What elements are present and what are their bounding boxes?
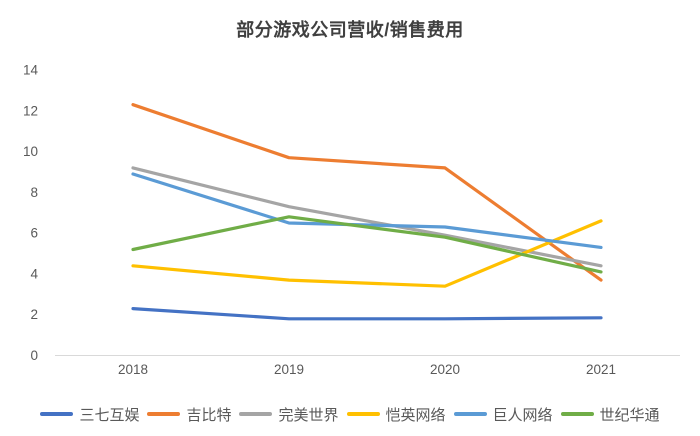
- chart-legend: 三七互娱 吉比特 完美世界 恺英网络 巨人网络 世纪华通: [0, 402, 700, 426]
- legend-item-shijihuatong: 世纪华通: [560, 404, 660, 425]
- legend-item-jibite: 吉比特: [147, 404, 231, 425]
- legend-label: 完美世界: [278, 406, 339, 424]
- y-axis-tick-label: 2: [30, 307, 38, 322]
- series-color-swatch: [560, 412, 594, 416]
- x-axis-tick-label: 2021: [586, 362, 616, 377]
- legend-label: 吉比特: [186, 406, 232, 424]
- y-axis-tick-label: 14: [23, 63, 39, 78]
- y-axis-tick-label: 4: [30, 266, 38, 281]
- legend-label: 巨人网络: [492, 406, 553, 424]
- series-color-swatch: [40, 412, 74, 416]
- x-axis-tick-label: 2018: [118, 362, 148, 377]
- x-axis-tick-label: 2019: [274, 362, 304, 377]
- series-line-三七互娱: [131, 307, 603, 321]
- x-axis-tick-label: 2020: [430, 362, 460, 377]
- series-color-swatch: [239, 412, 273, 416]
- series-line-世纪华通: [131, 215, 603, 274]
- legend-item-sanqihuyu: 三七互娱: [40, 404, 139, 425]
- series-color-swatch: [346, 412, 380, 416]
- legend-item-wanmeishijie: 完美世界: [239, 404, 339, 425]
- y-axis-tick-label: 6: [30, 226, 38, 241]
- series-line-巨人网络: [131, 172, 603, 249]
- chart-title: 部分游戏公司营收/销售费用: [236, 20, 464, 40]
- series-line-完美世界: [131, 166, 603, 268]
- legend-label: 世纪华通: [599, 406, 660, 424]
- legend-label: 恺英网络: [385, 406, 446, 424]
- series-line-吉比特: [131, 103, 603, 282]
- y-axis-tick-label: 0: [30, 348, 38, 363]
- legend-item-kaiyingwangluo: 恺英网络: [346, 404, 446, 425]
- y-axis-tick-label: 10: [23, 144, 38, 159]
- legend-item-jurenwangluo: 巨人网络: [453, 404, 553, 425]
- legend-label: 三七互娱: [79, 406, 140, 424]
- y-axis-tick-label: 8: [30, 185, 38, 200]
- series-color-swatch: [147, 412, 181, 416]
- series-color-swatch: [453, 412, 487, 416]
- y-axis-tick-label: 12: [23, 103, 38, 118]
